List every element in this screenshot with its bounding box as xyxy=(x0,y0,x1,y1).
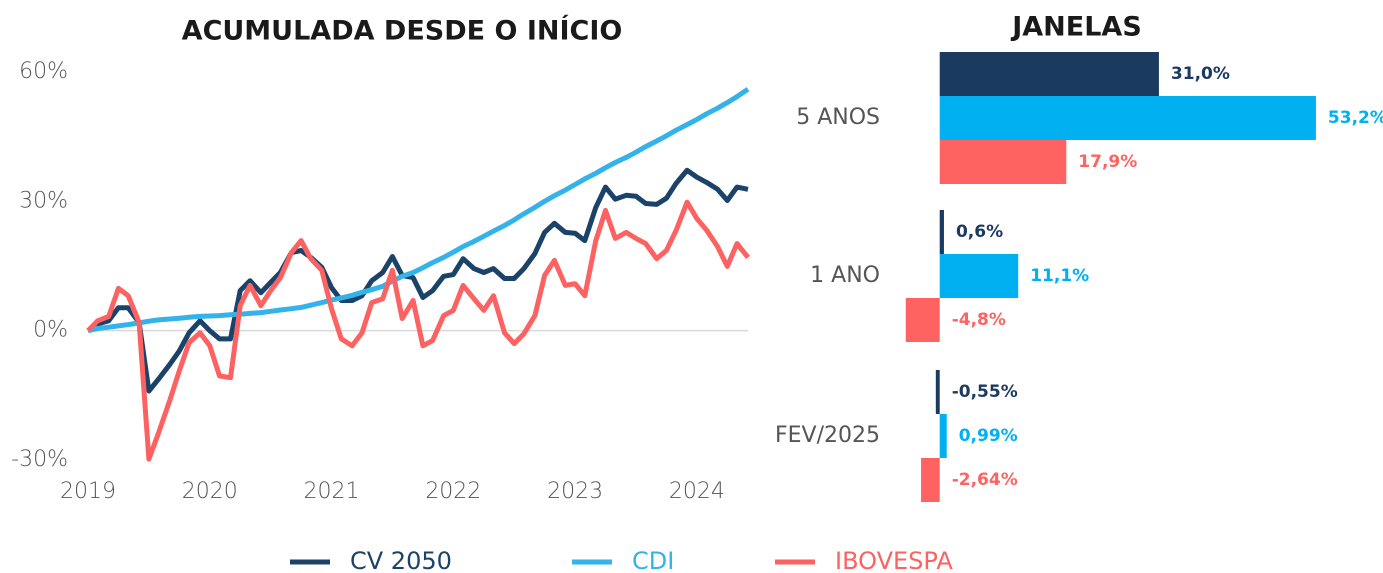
series-line xyxy=(87,87,750,334)
y-tick-label: 0% xyxy=(33,318,68,343)
bar xyxy=(939,96,1316,140)
value-label: -2,64% xyxy=(952,470,1018,490)
x-tick-label: 2019 xyxy=(60,479,116,504)
value-label: -4,8% xyxy=(952,310,1006,330)
bar xyxy=(939,210,944,254)
value-label: 0,6% xyxy=(956,222,1003,242)
bar xyxy=(935,370,940,414)
category-label: 5 ANOS xyxy=(796,105,880,130)
bar xyxy=(905,298,940,342)
x-tick-label: 2022 xyxy=(425,479,481,504)
value-label: 31,0% xyxy=(1171,64,1230,84)
value-label: -0,55% xyxy=(952,382,1018,402)
value-label: 53,2% xyxy=(1328,108,1383,128)
bar xyxy=(921,458,940,502)
bar-chart-title: JANELAS xyxy=(1010,12,1142,43)
bar xyxy=(939,52,1159,96)
x-tick-label: 2021 xyxy=(304,479,360,504)
series-line xyxy=(86,167,749,394)
y-tick-label: 60% xyxy=(19,59,68,84)
series-line xyxy=(86,199,750,462)
legend-label: CDI xyxy=(632,547,674,573)
y-tick-label: -30% xyxy=(11,447,68,472)
x-tick-label: 2023 xyxy=(547,479,603,504)
value-label: 17,9% xyxy=(1078,152,1137,172)
bar xyxy=(939,414,947,458)
x-tick-label: 2020 xyxy=(182,479,238,504)
value-label: 0,99% xyxy=(959,426,1018,446)
legend-label: CV 2050 xyxy=(350,547,452,573)
bar xyxy=(939,140,1067,184)
value-label: 11,1% xyxy=(1030,266,1089,286)
category-label: FEV/2025 xyxy=(775,423,880,448)
category-label: 1 ANO xyxy=(810,263,880,288)
bar xyxy=(939,254,1019,298)
line-chart-title: ACUMULADA DESDE O INÍCIO xyxy=(182,15,623,47)
legend-label: IBOVESPA xyxy=(835,547,953,573)
x-tick-label: 2024 xyxy=(669,479,725,504)
y-tick-label: 30% xyxy=(19,188,68,213)
